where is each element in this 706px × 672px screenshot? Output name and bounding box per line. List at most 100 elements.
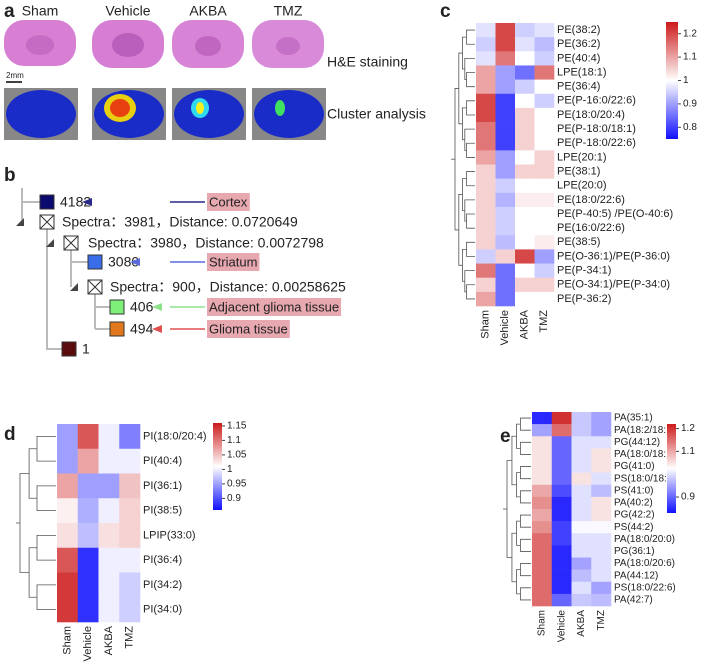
heatmap-cell xyxy=(551,545,572,558)
heatmap-cell xyxy=(534,235,555,250)
colorbar-tick-label: 1.1 xyxy=(227,435,241,446)
heatmap-cell xyxy=(476,150,496,165)
column-label: TMZ xyxy=(274,3,303,19)
dendrogram xyxy=(466,241,475,257)
row-label: PS(18:0/18:1) xyxy=(614,473,676,484)
heatmap-cell xyxy=(495,107,516,123)
row-label: PE(40:4) xyxy=(557,52,600,64)
panel-label: a xyxy=(4,1,15,22)
heatmap-cell xyxy=(571,496,592,510)
row-label: PE(18:0/22:6) xyxy=(557,194,625,206)
colorbar-tick-label: 0.9 xyxy=(683,99,697,110)
row-label: PE(O-34:1)/PE(P-34:0) xyxy=(557,279,670,291)
node-text: 1 xyxy=(82,341,90,357)
heatmap-cell xyxy=(571,436,592,449)
dendrogram xyxy=(466,284,475,300)
colorbar-tick-label: 0.9 xyxy=(681,492,695,503)
row-label: PA(40:2) xyxy=(614,498,653,509)
arrow-head xyxy=(82,198,92,206)
heatmap-cell xyxy=(571,521,592,534)
heatmap-cell xyxy=(591,484,612,498)
heatmap-cell xyxy=(534,291,555,307)
row-label: PI(36:1) xyxy=(143,480,182,492)
heatmap-cell xyxy=(77,498,99,524)
row-label: PE(38:1) xyxy=(557,165,600,177)
heatmap-cell xyxy=(534,107,555,123)
row-label: PI(34:2) xyxy=(143,579,182,591)
dendrogram xyxy=(520,587,531,601)
heatmap-cell xyxy=(119,523,141,549)
dendrogram xyxy=(516,569,521,595)
colorbar-tick-label: 0.95 xyxy=(227,479,247,490)
row-label: PE(P-34:1) xyxy=(557,265,611,277)
row-label: PG(41:0) xyxy=(614,461,655,472)
heatmap-cell xyxy=(515,249,535,264)
row-label: PA(18:0/18:1) xyxy=(614,449,675,460)
heatmap-cell xyxy=(534,136,555,151)
heatmap-cell xyxy=(495,235,516,250)
dendrogram xyxy=(466,142,475,158)
dendrogram xyxy=(466,100,475,116)
heatmap-cell xyxy=(98,547,120,573)
heatmap-cell xyxy=(515,136,535,151)
colorbar xyxy=(667,424,676,513)
heatmap-cell xyxy=(591,460,612,473)
panel-label: c xyxy=(440,1,451,22)
heatmap-cell xyxy=(476,93,496,109)
heatmap-cell xyxy=(495,136,516,151)
heatmap-cell xyxy=(591,509,612,522)
row-label: PE(18:0/20:4) xyxy=(557,109,625,121)
colorbar-tick-label: 0.9 xyxy=(227,493,241,504)
dendrogram xyxy=(36,435,56,462)
row-label: H&E staining xyxy=(327,54,408,70)
heatmap-cell xyxy=(77,597,99,623)
column-label: Sham xyxy=(537,610,548,636)
node-text: Spectra：3980，Distance: 0.0072798 xyxy=(88,235,324,251)
row-label: PE(38:5) xyxy=(557,236,600,248)
dendrogram xyxy=(520,417,531,431)
heatmap-cell xyxy=(571,472,592,486)
heatmap-cell xyxy=(476,23,496,38)
heatmap-cell xyxy=(532,460,553,473)
heatmap-cell xyxy=(57,523,79,549)
heatmap-cell xyxy=(495,178,516,194)
heatmap-cell xyxy=(98,424,120,450)
row-label: PE(P-16:0/22:6) xyxy=(557,95,636,107)
heatmap-cell xyxy=(495,150,516,165)
heatmap-cell xyxy=(476,65,496,80)
dendrogram xyxy=(466,29,475,45)
column-label: Vehicle xyxy=(499,310,511,345)
heatmap-cell xyxy=(77,547,99,573)
heatmap-cell xyxy=(591,496,612,510)
heatmap-cell xyxy=(591,545,612,558)
heatmap-cell xyxy=(98,597,120,623)
column-label: AKBA xyxy=(519,309,531,339)
heatmap-cell xyxy=(476,235,496,250)
heatmap-cell xyxy=(57,424,79,450)
heatmap-cell xyxy=(551,484,572,498)
column-label: Sham xyxy=(22,3,59,19)
heatmap-cell xyxy=(98,473,120,499)
heatmap-cell xyxy=(591,424,612,437)
heatmap-cell xyxy=(551,412,572,425)
heatmap-cell xyxy=(476,164,496,179)
dendrogram xyxy=(520,563,531,577)
heatmap-cell xyxy=(534,164,555,179)
heatmap-cell xyxy=(591,448,612,461)
row-label: LPE(20:0) xyxy=(557,180,607,192)
node-square xyxy=(39,194,55,210)
row-label: PA(18:2/18:1) xyxy=(614,425,675,436)
heatmap-cell xyxy=(495,221,516,236)
dendrogram xyxy=(464,57,475,80)
tree-lines xyxy=(21,188,110,350)
heatmap-cell xyxy=(57,572,79,598)
heatmap-cell xyxy=(495,192,516,208)
heatmap-cell xyxy=(551,496,572,510)
heatmap-cell xyxy=(98,448,120,474)
column-label: TMZ xyxy=(538,310,550,333)
heatmap-cell xyxy=(515,65,535,80)
dendrogram xyxy=(466,213,475,229)
heatmap-cell xyxy=(476,221,496,236)
heatmap-cell xyxy=(495,37,516,52)
heatmap-cell xyxy=(515,291,535,307)
